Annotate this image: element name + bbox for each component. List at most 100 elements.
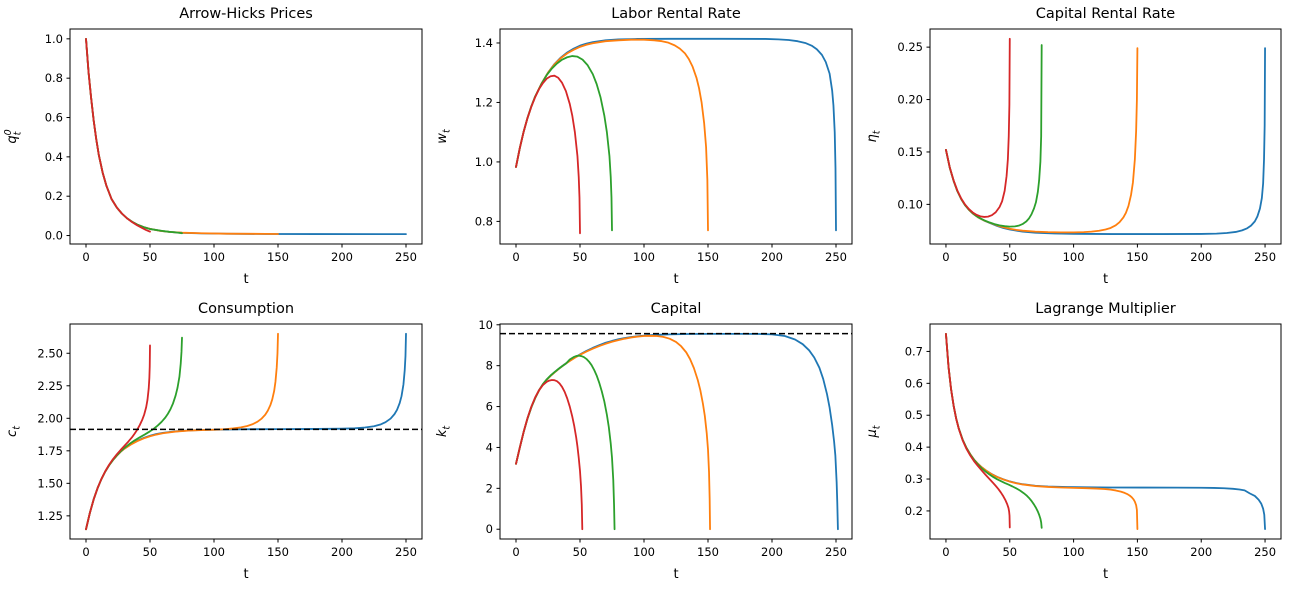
x-tick-label: 100: [633, 545, 655, 559]
y-tick-label: 0.2: [45, 189, 63, 203]
plot-area-arrow-hicks-prices: 0 50 100 150 200 250 0.0 0.2 0.4 0.6 0.8 1.0 t q0t: [3, 28, 423, 287]
x-axis-label: t: [243, 567, 248, 582]
x-tick-label: 200: [1190, 250, 1212, 264]
x-tick-label: 0: [82, 250, 89, 264]
y-axis-label: μt: [865, 424, 883, 438]
curve-red: [945, 332, 1011, 529]
plot-area-consumption: 0 50 100 150 200 250 1.25 1.50 1.75 2.00 2.25 2.50 t…: [5, 323, 423, 582]
curve-blue: [85, 332, 407, 531]
x-axis-label: t: [673, 567, 678, 582]
plot-area-capital-rental-rate: 0 50 100 150 200 250 0.10 0.15 0.20 0.25 t ηt: [865, 28, 1282, 287]
plot-area-labor-rental-rate: 0 50 100 150 200 250 0.8 1.0 1.2 1.4 t wt: [435, 28, 853, 287]
x-axis-label: t: [1103, 567, 1108, 582]
y-tick-label: 0.8: [475, 214, 493, 228]
x-tick-label: 50: [1002, 250, 1017, 264]
plot-area-capital: 0 50 100 150 200 250 0 2 4 6 8 10 t kt: [435, 318, 853, 582]
plot-title: Capital: [650, 301, 702, 317]
x-axis-label: t: [673, 272, 678, 287]
y-tick-label: 0.4: [905, 440, 923, 454]
x-tick-label: 50: [143, 250, 158, 264]
y-tick-label: 1.0: [475, 155, 493, 169]
x-tick-label: 100: [203, 545, 225, 559]
y-tick-label: 0.6: [905, 376, 923, 390]
subplot-labor-rental-rate: Labor Rental Rate 0 50 100 150 200 250 0.8 1.0 1…: [430, 0, 860, 295]
x-tick-label: 150: [1126, 250, 1148, 264]
subplot-capital: Capital 0 50 100 150 200 250 0 2 4 6 8 10 t kt: [430, 295, 860, 590]
curve-red: [515, 74, 581, 235]
x-tick-label: 200: [761, 545, 783, 559]
x-tick-label: 100: [1063, 250, 1085, 264]
x-tick-label: 200: [761, 250, 783, 264]
y-axis-label: q0t: [3, 129, 24, 143]
x-tick-label: 200: [1190, 545, 1212, 559]
x-tick-label: 150: [267, 545, 289, 559]
subplot-capital-rental-rate: Capital Rental Rate 0 50 100 150 200 250 0.10 0…: [860, 0, 1289, 295]
x-tick-label: 250: [1254, 545, 1276, 559]
curve-green: [515, 354, 616, 531]
curve-blue: [515, 332, 839, 531]
axes-spines: [929, 323, 1282, 540]
curve-red: [515, 379, 584, 531]
plot-title: Lagrange Multiplier: [1035, 301, 1176, 317]
y-tick-label: 0.7: [905, 344, 923, 358]
plot-title: Arrow-Hicks Prices: [179, 6, 313, 22]
x-tick-label: 0: [512, 545, 519, 559]
y-tick-label: 1.0: [45, 32, 63, 46]
y-tick-label: 0.0: [45, 229, 63, 243]
curve-red: [85, 344, 151, 531]
x-tick-label: 0: [82, 545, 89, 559]
y-tick-label: 0.20: [897, 93, 923, 107]
x-tick-label: 250: [1254, 250, 1276, 264]
x-tick-label: 0: [512, 250, 519, 264]
y-tick-label: 1.2: [475, 95, 493, 109]
y-tick-label: 6: [486, 400, 493, 414]
x-tick-label: 250: [825, 250, 847, 264]
y-tick-label: 0.4: [45, 150, 63, 164]
x-tick-label: 100: [1063, 545, 1085, 559]
y-tick-label: 1.50: [37, 476, 63, 490]
x-tick-label: 0: [942, 545, 949, 559]
axes-spines: [929, 28, 1282, 245]
y-tick-label: 8: [486, 359, 493, 373]
axes-spines: [69, 323, 423, 540]
y-axis-label: ηt: [865, 129, 883, 142]
curve-blue: [85, 37, 407, 236]
curve-green: [945, 44, 1043, 228]
curve-blue: [945, 47, 1266, 235]
curve-blue: [515, 37, 837, 232]
plot-area-lagrange-multiplier: 0 50 100 150 200 250 0.2 0.3 0.4 0.5 0.6 0.7 t μt: [865, 323, 1282, 582]
plot-title: Labor Rental Rate: [611, 6, 741, 22]
x-tick-label: 250: [395, 545, 417, 559]
y-tick-label: 1.25: [37, 509, 63, 523]
curve-orange: [85, 332, 279, 531]
y-tick-label: 1.4: [475, 36, 493, 50]
x-tick-label: 50: [573, 250, 588, 264]
x-tick-label: 100: [633, 250, 655, 264]
curve-orange: [945, 332, 1139, 531]
y-tick-label: 0.10: [897, 197, 923, 211]
y-tick-label: 2: [486, 481, 493, 495]
axes-spines: [69, 28, 423, 245]
curve-blue: [945, 332, 1266, 531]
curve-green: [85, 37, 183, 235]
y-tick-label: 2.25: [37, 379, 63, 393]
x-tick-label: 150: [267, 250, 289, 264]
curve-red: [945, 37, 1011, 218]
curve-red: [85, 37, 151, 233]
x-tick-label: 150: [697, 545, 719, 559]
y-tick-label: 0.2: [905, 504, 923, 518]
subplot-lagrange-multiplier: Lagrange Multiplier 0 50 100 150 200 250 0.2 0.…: [860, 295, 1289, 590]
x-tick-label: 150: [1126, 545, 1148, 559]
y-tick-label: 0.6: [45, 111, 63, 125]
y-tick-label: 0.15: [897, 145, 923, 159]
x-tick-label: 50: [573, 545, 588, 559]
y-tick-label: 0.25: [897, 40, 923, 54]
axes-spines: [499, 28, 853, 245]
plot-title: Capital Rental Rate: [1035, 6, 1176, 22]
curve-green: [515, 55, 613, 232]
y-tick-label: 0: [486, 522, 493, 536]
x-axis-label: t: [1103, 272, 1108, 287]
x-tick-label: 250: [825, 545, 847, 559]
x-axis-label: t: [243, 272, 248, 287]
